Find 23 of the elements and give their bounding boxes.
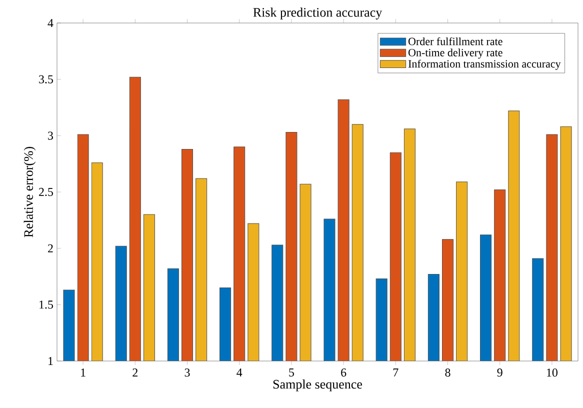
x-tick-label: 7 (393, 368, 398, 376)
legend-label: Order fulfillment rate (408, 37, 502, 46)
y-tick-label: 1 (48, 357, 53, 365)
x-tick-label: 10 (547, 368, 558, 377)
y-tick-label: 4 (48, 19, 54, 27)
x-tick-label: 6 (341, 368, 346, 377)
x-tick-label: 3 (184, 368, 190, 377)
x-tick-label: 8 (445, 368, 450, 377)
x-tick-label: 9 (497, 368, 502, 377)
y-tick-label: 1.5 (40, 300, 54, 309)
y-axis-title: Relative error(%) (24, 146, 36, 238)
x-tick-label: 4 (236, 368, 242, 376)
x-axis-title: Sample sequence (273, 380, 362, 392)
chart-title: Risk prediction accuracy (253, 8, 382, 20)
y-tick-label: 2.5 (39, 188, 54, 196)
y-tick-label: 3 (48, 132, 54, 140)
y-tick-label: 2 (48, 244, 53, 252)
legend-label: On-time delivery rate (408, 48, 502, 59)
x-tick-label: 5 (289, 368, 294, 376)
y-tick-label: 3.5 (39, 75, 54, 84)
legend-label: Information transmission accuracy (408, 60, 561, 70)
x-tick-label: 2 (132, 368, 138, 376)
x-tick-label: 1 (81, 368, 86, 376)
